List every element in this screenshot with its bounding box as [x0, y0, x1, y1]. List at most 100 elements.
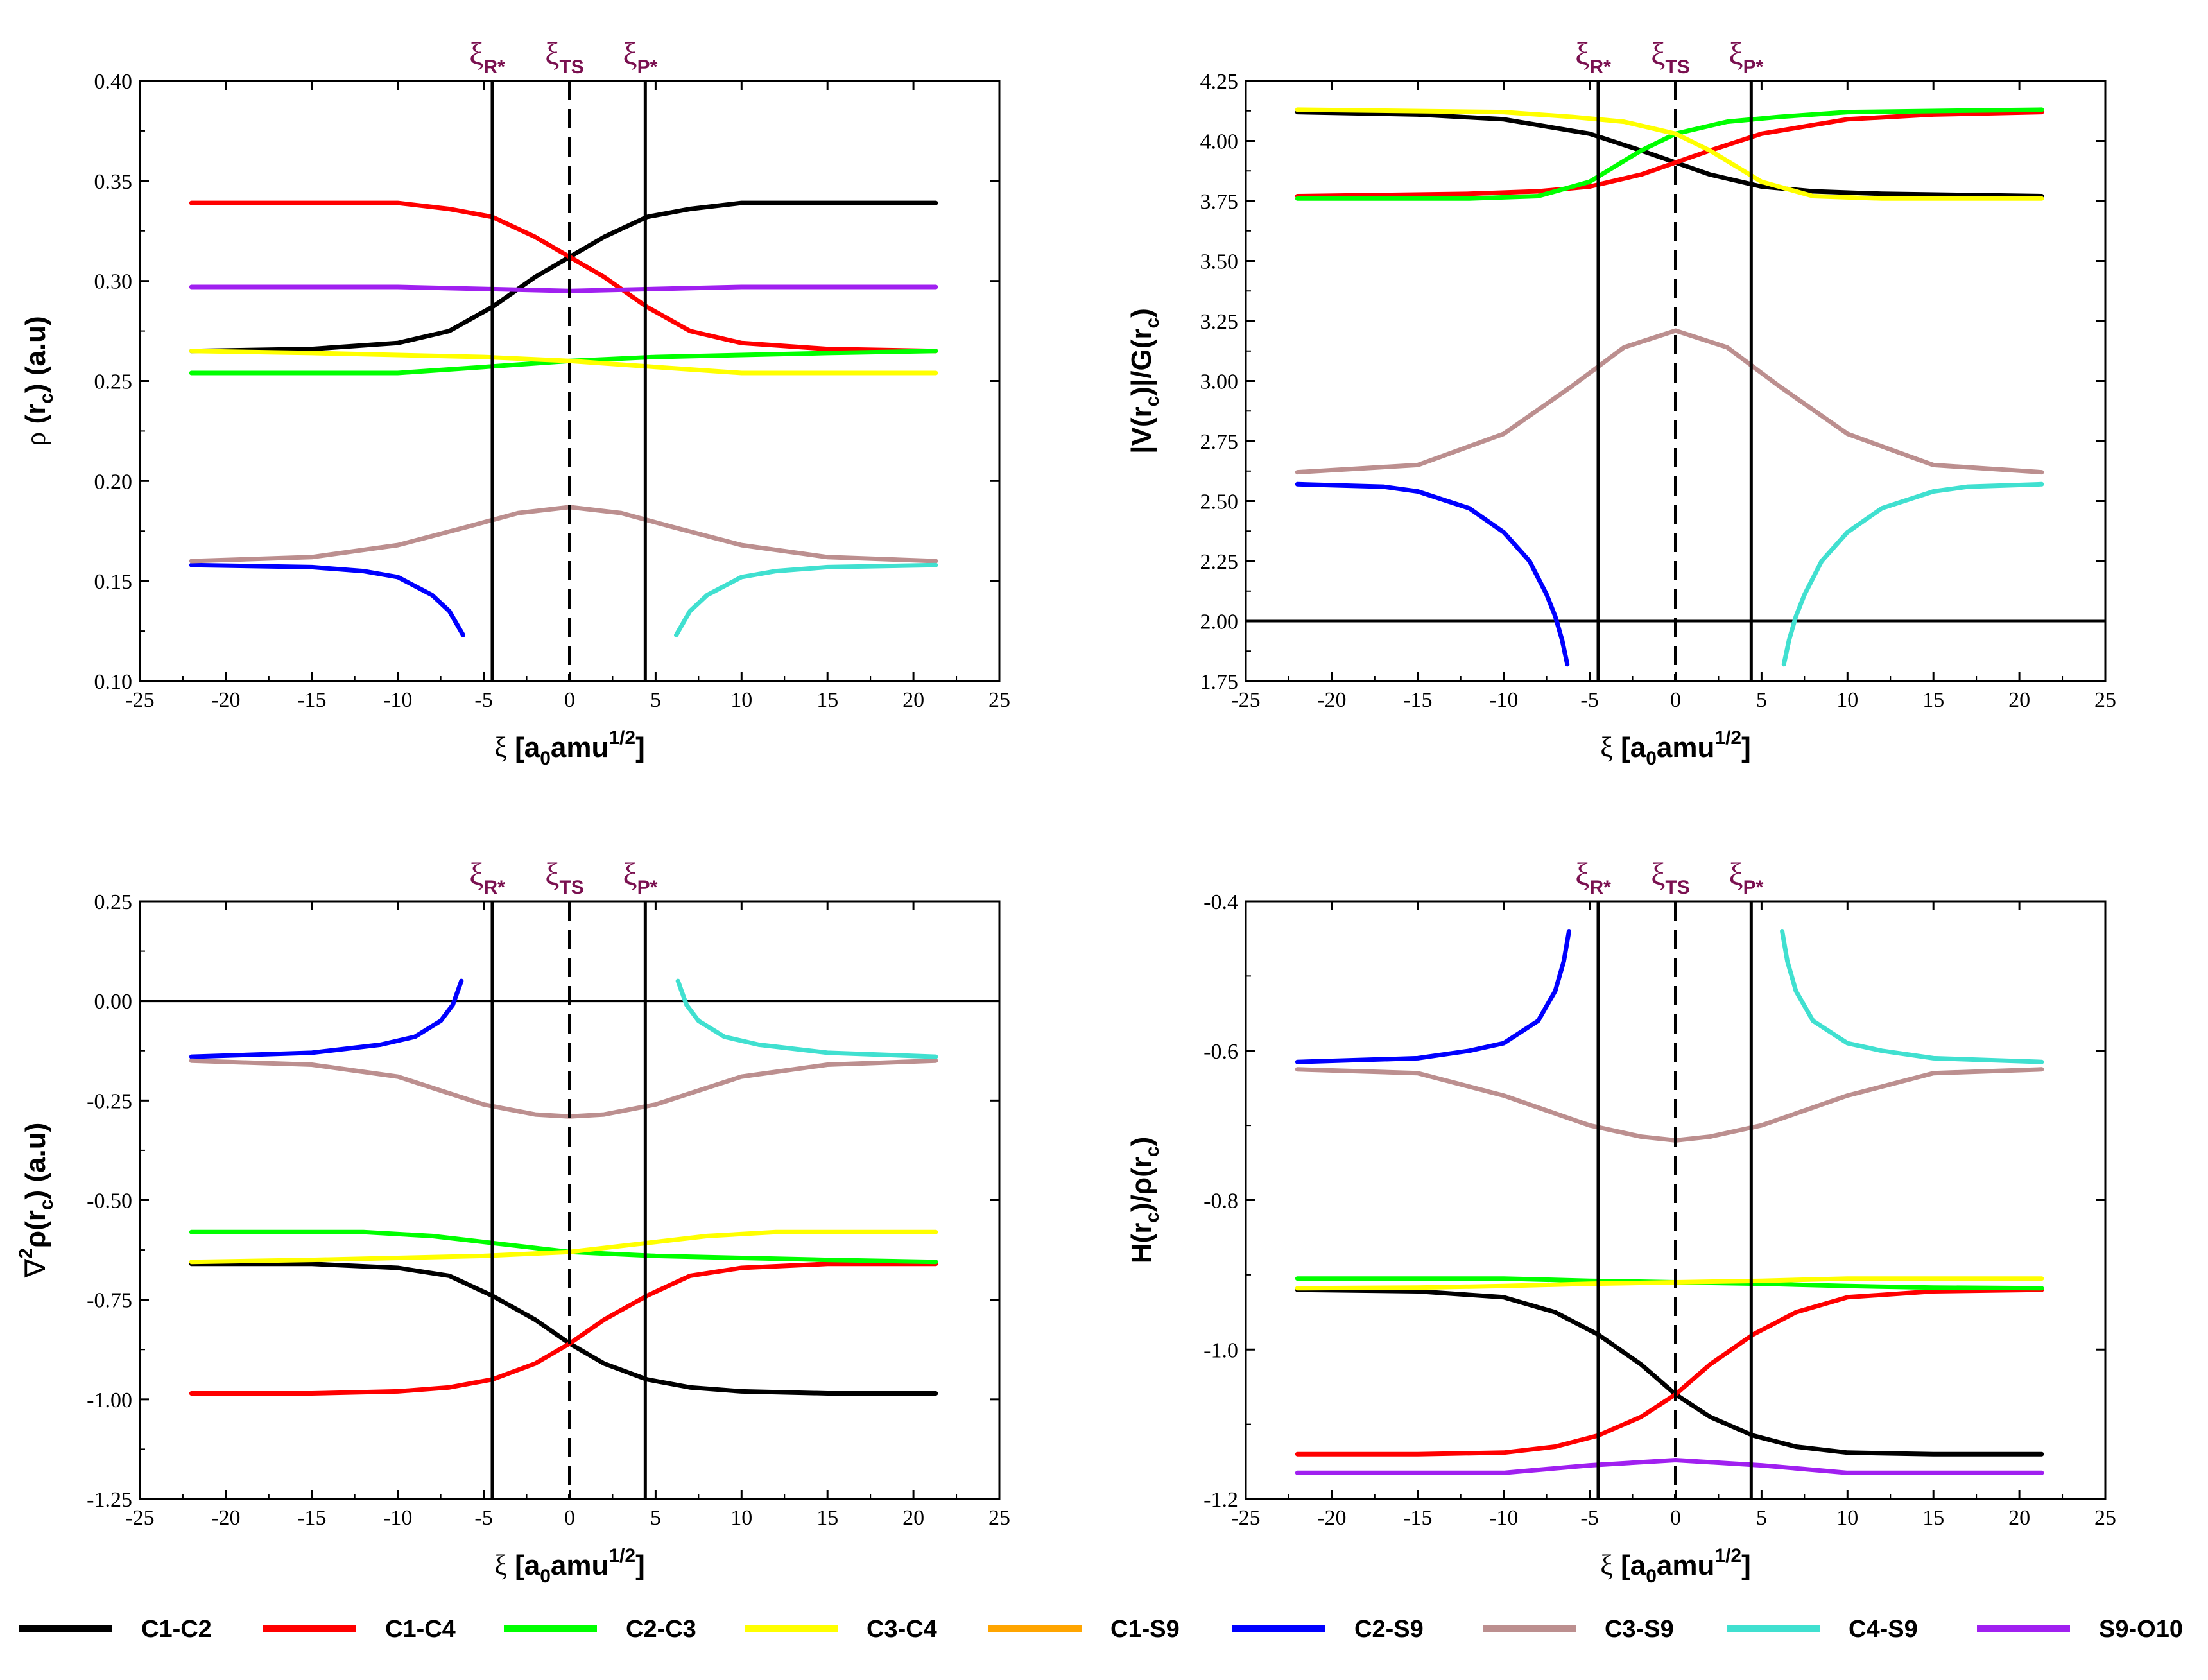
legend-label: C2-C3: [626, 1616, 696, 1643]
legend-item-c3-s9: C3-S9: [1483, 1616, 1674, 1643]
series-line-c1-c2: [1295, 110, 2044, 198]
x-tick-label: 5: [650, 688, 661, 712]
x-tick-label: -10: [1489, 688, 1518, 712]
x-tick-label: -10: [1489, 1506, 1518, 1530]
chart-panel-rho: -25 -20 -15 -10 -5 0 5 10 15 20 25 0.10 0.15 0.20 0.25…: [20, 35, 1010, 769]
y-tick-label: 4.25: [1200, 70, 1239, 94]
y-tick-label: -0.50: [87, 1190, 132, 1213]
y-tick-label: 2.75: [1200, 430, 1239, 454]
chart-panel-lap: -25 -20 -15 -10 -5 0 5 10 15 20 25 -1.25 -1.00 -0.75 -…: [15, 856, 1010, 1587]
y-tick-label: 3.00: [1200, 370, 1239, 394]
x-axis-title: ξ [a0amu1/2]: [1600, 1545, 1751, 1587]
legend-label: S9-O10: [2099, 1616, 2183, 1643]
x-tick-label: 0: [564, 688, 575, 712]
y-axis-title: H(rc)/ρ(rc): [1126, 1137, 1163, 1263]
x-tick-label: -15: [1403, 688, 1432, 712]
y-tick-label: -1.0: [1203, 1338, 1238, 1362]
x-tick-label: -20: [211, 688, 240, 712]
series-line-s9-o10: [1295, 1458, 2044, 1475]
marker-label-p: ξP*: [1729, 856, 1763, 898]
chart-panel-hrho: -25 -20 -15 -10 -5 0 5 10 15 20 25 -1.2 -1.0 -0.8 -0.6…: [1126, 856, 2116, 1587]
y-tick-label: -0.25: [87, 1089, 132, 1113]
y-tick-label: 3.25: [1200, 310, 1239, 334]
legend-label: C1-C4: [385, 1616, 456, 1643]
x-tick-label: -5: [474, 688, 492, 712]
y-tick-label: -0.75: [87, 1289, 132, 1313]
marker-label-ts: ξTS: [1651, 856, 1690, 898]
legend-label: C1-S9: [1110, 1616, 1180, 1643]
y-tick-label: 2.50: [1200, 490, 1239, 514]
marker-label-p: ξP*: [1729, 35, 1763, 78]
y-tick-label: 0.00: [94, 990, 133, 1014]
series-line-c1-c4: [1295, 110, 2044, 198]
series-line-c3-s9: [189, 505, 938, 564]
y-tick-label: 0.15: [94, 570, 133, 594]
legend-item-s9-o10: S9-O10: [1977, 1616, 2183, 1643]
x-tick-label: -5: [474, 1506, 492, 1530]
y-tick-label: -0.8: [1203, 1190, 1238, 1213]
x-tick-label: 5: [1756, 688, 1767, 712]
y-tick-label: -1.00: [87, 1389, 132, 1412]
y-tick-label: 3.50: [1200, 250, 1239, 274]
series-line-c3-s9: [189, 1058, 938, 1119]
series-line-c1-c2: [1295, 1287, 2044, 1457]
x-tick-label: -15: [1403, 1506, 1432, 1530]
y-axis-title: ρ (rc) (a.u): [20, 316, 57, 446]
legend-label: C3-S9: [1605, 1616, 1674, 1643]
marker-label-p: ξP*: [623, 35, 657, 78]
x-axis-title: ξ [a0amu1/2]: [1600, 727, 1751, 769]
series-line-c3-c4: [189, 1229, 938, 1265]
series-line-c4-s9: [1781, 481, 2044, 667]
x-tick-label: 0: [1670, 1506, 1681, 1530]
legend-label: C4-S9: [1849, 1616, 1918, 1643]
x-tick-label: 15: [816, 688, 838, 712]
x-tick-label: 5: [1756, 1506, 1767, 1530]
x-tick-label: 25: [2094, 688, 2116, 712]
marker-label-r: ξR*: [469, 856, 505, 898]
series-line-s9-o10: [189, 284, 938, 293]
y-tick-label: 4.00: [1200, 130, 1239, 154]
x-tick-label: -10: [383, 688, 412, 712]
legend-item-c1-c4: C1-C4: [263, 1616, 456, 1643]
x-tick-label: 10: [730, 688, 752, 712]
x-tick-label: 25: [988, 688, 1010, 712]
legend-label: C2-S9: [1354, 1616, 1424, 1643]
series-line-c1-c2: [189, 1261, 938, 1396]
marker-label-r: ξR*: [469, 35, 505, 78]
x-tick-label: 25: [2094, 1506, 2116, 1530]
series-line-c2-s9: [1295, 481, 1570, 667]
y-tick-label: -0.4: [1203, 890, 1238, 914]
x-axis-title: ξ [a0amu1/2]: [494, 727, 645, 769]
series-line-c2-c3: [1295, 107, 2044, 201]
y-tick-label: -0.6: [1203, 1040, 1238, 1064]
x-tick-label: -25: [1231, 1506, 1260, 1530]
x-tick-label: -25: [125, 1506, 154, 1530]
marker-label-r: ξR*: [1575, 35, 1611, 78]
series-line-c4-s9: [674, 562, 938, 637]
y-tick-label: 0.20: [94, 470, 133, 494]
x-tick-label: 25: [988, 1506, 1010, 1530]
y-tick-label: 0.35: [94, 170, 133, 194]
x-tick-label: -5: [1580, 688, 1598, 712]
legend-label: C1-C2: [141, 1616, 212, 1643]
y-tick-label: 1.75: [1200, 670, 1239, 694]
x-tick-label: 10: [1836, 688, 1858, 712]
x-tick-label: 0: [564, 1506, 575, 1530]
y-tick-label: 2.00: [1200, 611, 1239, 634]
series-line-c2-s9: [1295, 929, 1571, 1064]
x-tick-label: 10: [1836, 1506, 1858, 1530]
marker-label-ts: ξTS: [545, 856, 584, 898]
x-tick-label: 15: [1922, 1506, 1944, 1530]
x-tick-label: 0: [1670, 688, 1681, 712]
y-tick-label: 0.25: [94, 890, 133, 914]
x-tick-label: -20: [1317, 688, 1346, 712]
x-axis-title: ξ [a0amu1/2]: [494, 1545, 645, 1587]
legend-item-c3-c4: C3-C4: [745, 1616, 937, 1643]
x-tick-label: -20: [211, 1506, 240, 1530]
x-tick-label: 20: [902, 1506, 924, 1530]
y-tick-label: 3.75: [1200, 190, 1239, 214]
x-tick-label: 15: [816, 1506, 838, 1530]
legend-item-c1-c2: C1-C2: [19, 1616, 212, 1643]
legend-item-c1-s9: C1-S9: [988, 1616, 1180, 1643]
series-line-c1-c4: [189, 1261, 938, 1396]
